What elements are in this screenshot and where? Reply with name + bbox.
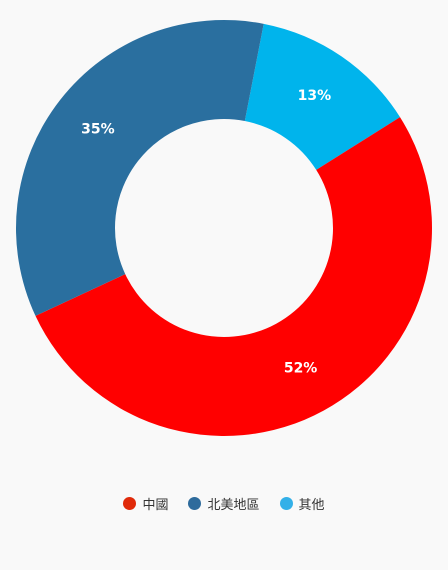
slice-label-0: 13% <box>298 88 332 104</box>
slice-0[interactable] <box>244 23 401 170</box>
slice-1[interactable] <box>35 117 433 436</box>
legend-swatch-north-america <box>188 497 202 510</box>
legend-item-other[interactable]: 其他 <box>279 494 325 513</box>
slice-group <box>15 19 433 436</box>
legend-swatch-china <box>123 497 137 510</box>
slice-label-2: 35% <box>81 121 115 137</box>
legend-item-china[interactable]: 中國 <box>123 494 168 513</box>
legend-label-other: 其他 <box>298 498 325 513</box>
legend-item-north-america[interactable]: 北美地區 <box>188 494 260 513</box>
legend-label-north-america: 北美地區 <box>207 498 260 513</box>
slice-label-1: 52% <box>284 360 318 376</box>
legend-label-china: 中國 <box>142 498 169 513</box>
slice-2[interactable] <box>15 19 264 316</box>
slice-label-group: 13% 52% 35% <box>81 88 331 376</box>
donut-chart-svg: 13% 52% 35% <box>15 19 433 436</box>
chart-legend: 中國 北美地區 其他 <box>0 494 448 513</box>
legend-swatch-other <box>279 497 293 510</box>
